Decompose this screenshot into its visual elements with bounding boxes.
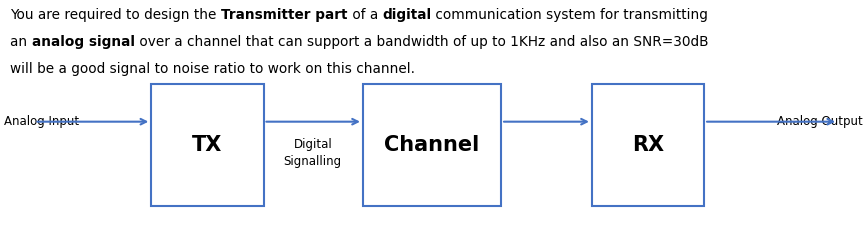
Text: an: an xyxy=(10,35,32,49)
Bar xyxy=(151,84,264,206)
Text: You are required to design the: You are required to design the xyxy=(10,8,221,22)
Text: over a channel that can support a bandwidth of up to 1KHz and also an SNR=30dB: over a channel that can support a bandwi… xyxy=(135,35,708,49)
Text: communication system for transmitting: communication system for transmitting xyxy=(431,8,708,22)
Text: Transmitter part: Transmitter part xyxy=(221,8,347,22)
Text: TX: TX xyxy=(192,135,223,155)
Text: Channel: Channel xyxy=(384,135,480,155)
Text: Analog Input: Analog Input xyxy=(4,115,79,128)
Text: Analog Output: Analog Output xyxy=(777,115,862,128)
Bar xyxy=(592,84,704,206)
Text: Digital
Signalling: Digital Signalling xyxy=(283,138,342,168)
Text: RX: RX xyxy=(632,135,664,155)
Bar xyxy=(363,84,501,206)
Text: analog signal: analog signal xyxy=(32,35,135,49)
Text: digital: digital xyxy=(382,8,431,22)
Text: will be a good signal to noise ratio to work on this channel.: will be a good signal to noise ratio to … xyxy=(10,62,416,76)
Text: of a: of a xyxy=(347,8,382,22)
